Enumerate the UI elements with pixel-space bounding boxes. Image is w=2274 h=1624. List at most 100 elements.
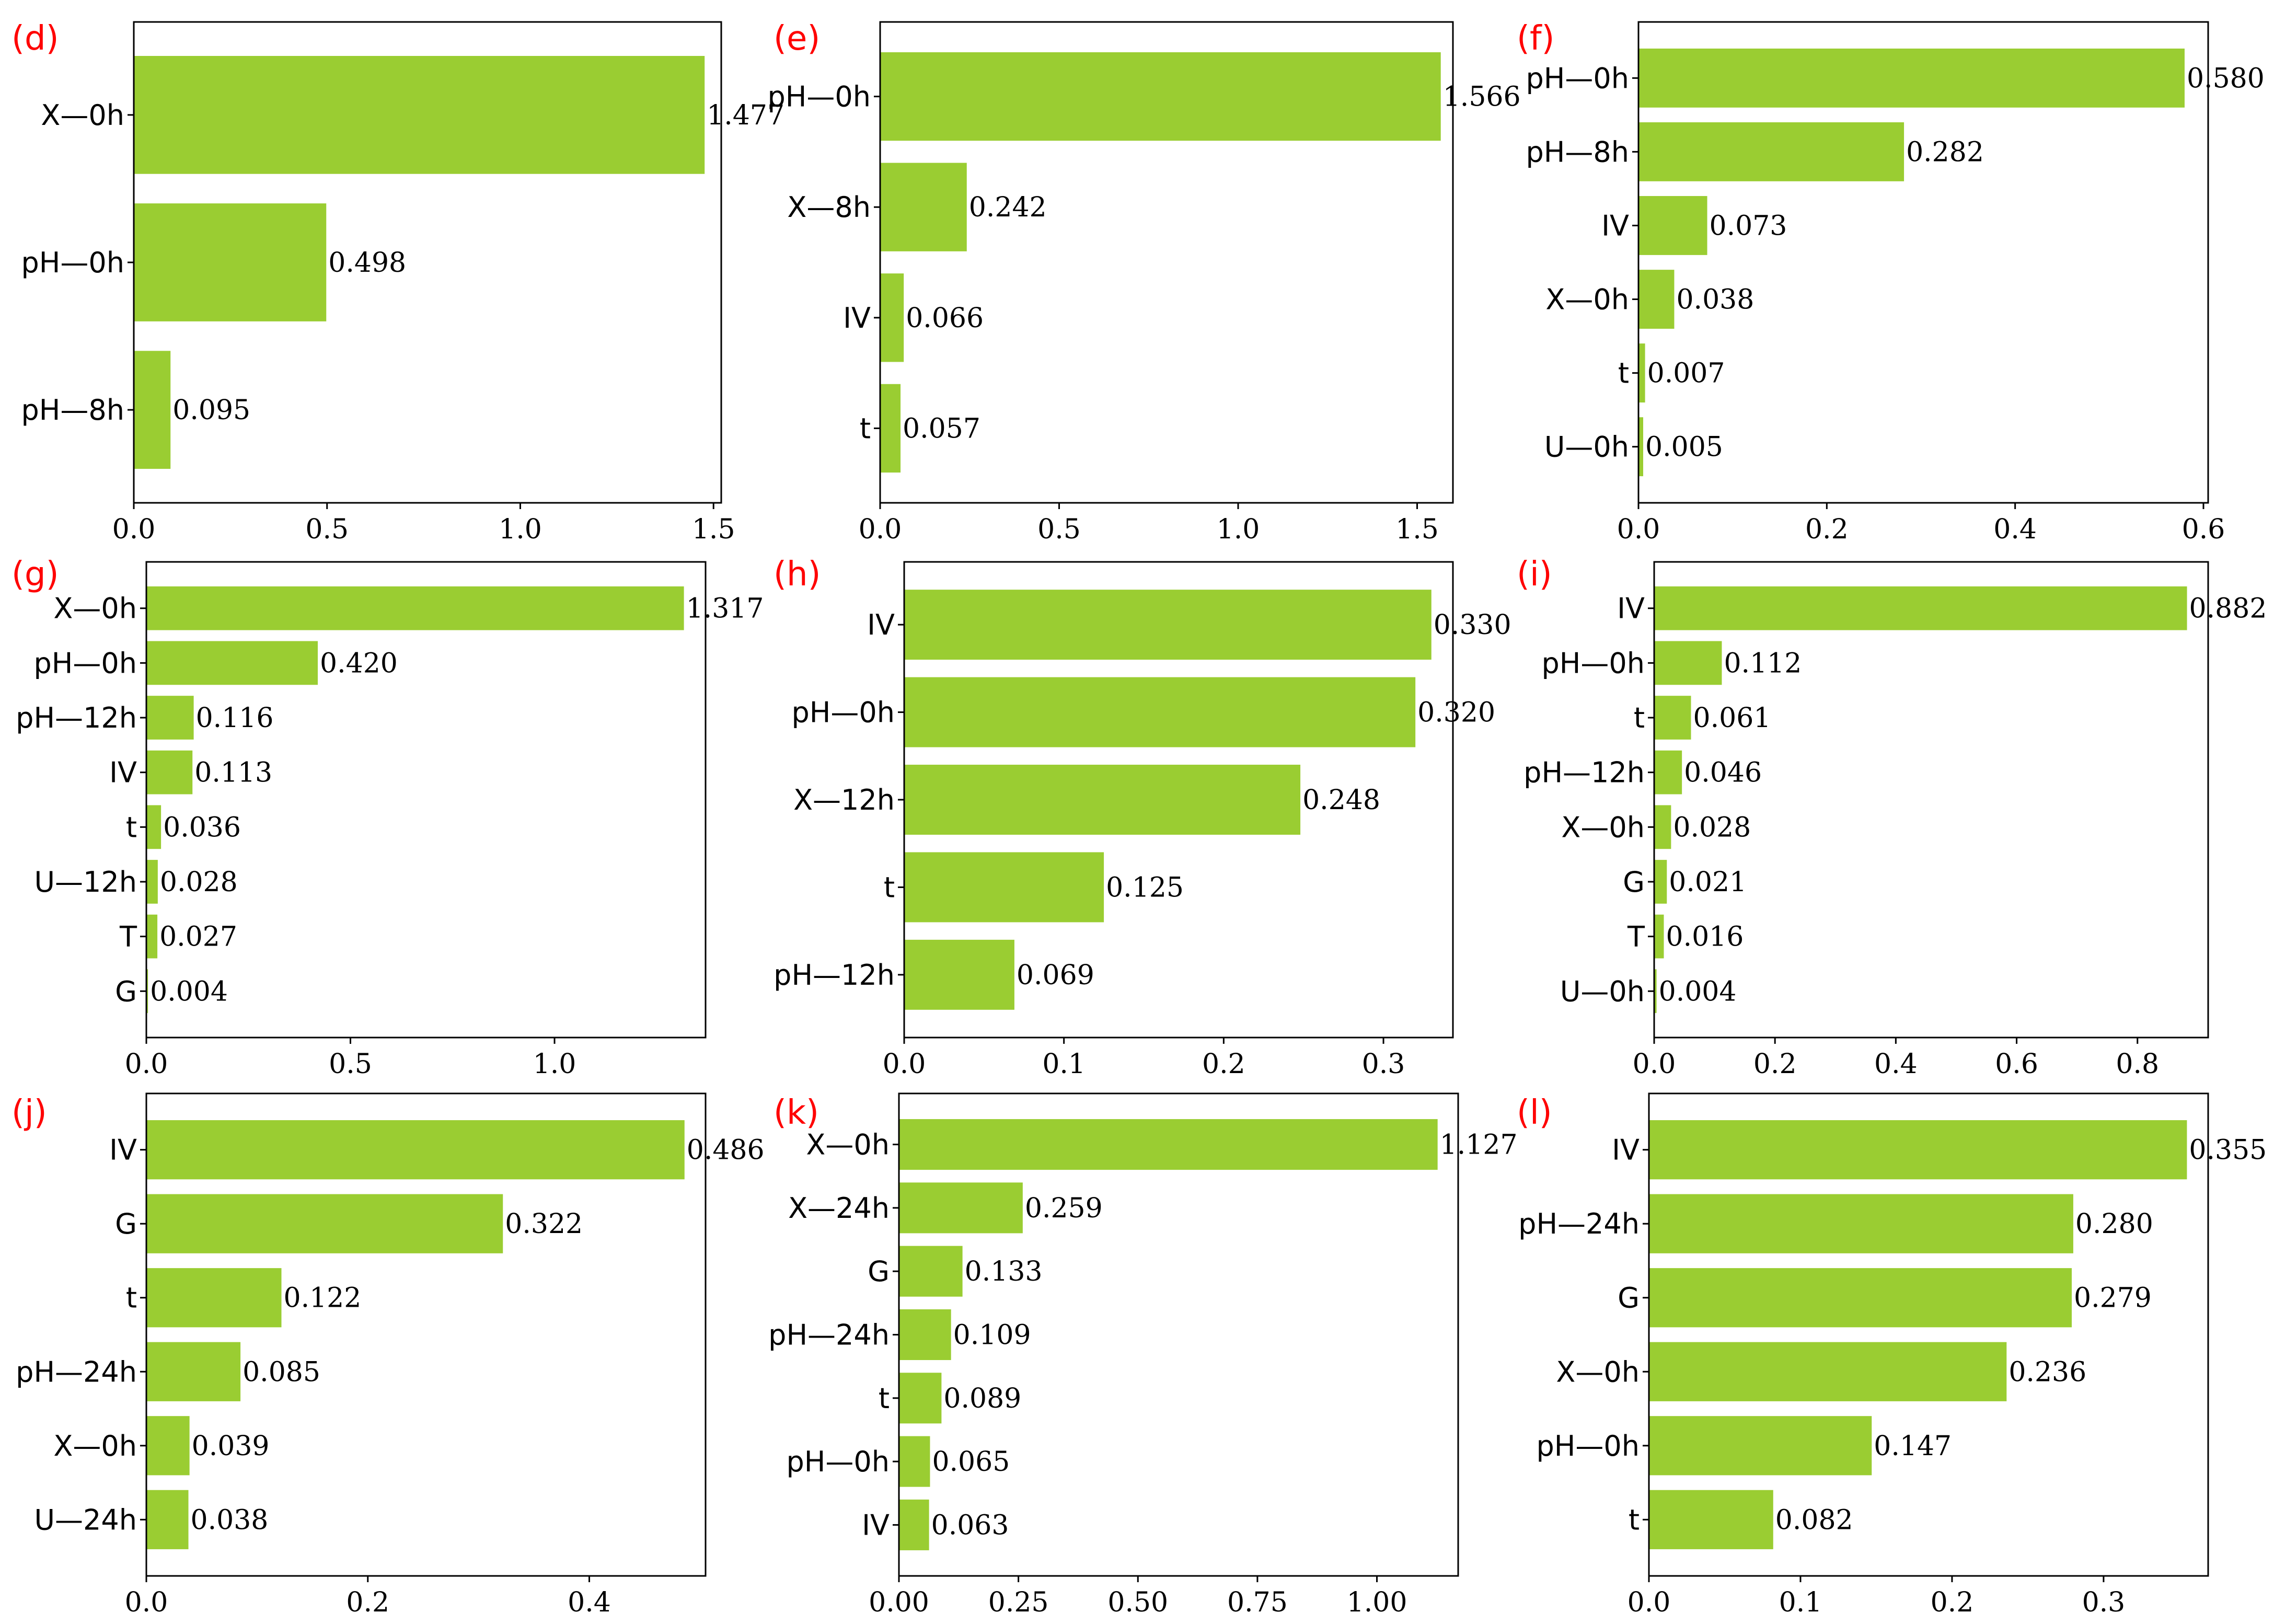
- value-label: 0.882: [2189, 593, 2267, 625]
- x-tick-label: 0.3: [2082, 1587, 2126, 1618]
- value-label: 0.004: [1659, 976, 1737, 1007]
- x-tick-label: 1.0: [499, 514, 542, 545]
- axes-frame: [1637, 21, 2209, 504]
- value-label: 0.038: [191, 1504, 269, 1536]
- x-tick-label: 0.4: [1993, 514, 2037, 545]
- value-label: 0.046: [1684, 757, 1762, 789]
- x-tick-label: 0.2: [1753, 1049, 1797, 1080]
- x-tick-label: 0.3: [1362, 1049, 1405, 1080]
- value-label: 0.028: [1673, 812, 1751, 843]
- category-label: pH—0h: [787, 1445, 890, 1478]
- category-label: X—24h: [788, 1192, 890, 1225]
- value-label: 0.109: [953, 1320, 1031, 1351]
- bar: [899, 1436, 930, 1487]
- category-label: IV: [862, 1508, 890, 1541]
- axes-frame: [1653, 561, 2209, 1039]
- x-tick-label: 0.5: [305, 514, 349, 545]
- value-label: 0.057: [903, 413, 980, 444]
- value-label: 0.486: [687, 1135, 765, 1166]
- value-label: 0.016: [1666, 922, 1744, 953]
- value-label: 0.125: [1106, 872, 1184, 903]
- value-label: 1.566: [1443, 82, 1521, 113]
- panel-i: (i) IV 0.882 pH—0h 0.112 t 0.061 pH—12h 0.046 X—0…: [1517, 555, 2267, 1080]
- value-label: 0.007: [1647, 358, 1725, 389]
- panel-label: (l): [1517, 1093, 1552, 1132]
- x-tick-label: 1.5: [1395, 514, 1439, 545]
- bar: [146, 1120, 685, 1180]
- bar: [1649, 1416, 1872, 1476]
- value-label: 0.112: [1724, 648, 1802, 679]
- category-label: t: [126, 811, 137, 844]
- value-label: 0.089: [943, 1383, 1021, 1414]
- x-tick-label: 0.2: [1202, 1049, 1245, 1080]
- bar: [880, 52, 1441, 141]
- bar: [904, 677, 1416, 747]
- category-label: IV: [843, 302, 871, 335]
- value-label: 0.147: [1874, 1431, 1952, 1462]
- panel-l: (l) IV 0.355 pH—24h 0.280 G 0.279 X—0h 0.236 pH—0…: [1517, 1092, 2267, 1618]
- category-label: pH—0h: [768, 80, 871, 113]
- bar: [1654, 914, 1664, 959]
- bar: [1649, 1120, 2187, 1180]
- category-label: pH—24h: [768, 1319, 890, 1352]
- value-label: 0.498: [328, 247, 406, 279]
- bar: [146, 696, 194, 740]
- value-label: 0.280: [2075, 1208, 2153, 1240]
- category-label: T: [119, 920, 137, 953]
- category-label: pH—24h: [16, 1355, 137, 1388]
- panel-label: (k): [774, 1093, 819, 1132]
- bar: [1654, 696, 1691, 740]
- panel-label: (f): [1517, 19, 1554, 58]
- value-label: 0.005: [1645, 432, 1723, 463]
- x-tick-label: 0.0: [125, 1587, 168, 1618]
- category-label: X—0h: [806, 1128, 890, 1161]
- x-tick-label: 0.8: [2116, 1049, 2159, 1080]
- x-tick-label: 0.0: [1633, 1049, 1676, 1080]
- bar: [1638, 417, 1644, 477]
- category-label: IV: [1612, 1134, 1640, 1167]
- panel-label: (j): [11, 1093, 47, 1132]
- x-tick-label: 1.0: [533, 1049, 576, 1080]
- bar: [146, 586, 684, 630]
- panel-label: (e): [774, 19, 820, 58]
- value-label: 0.065: [932, 1446, 1010, 1478]
- value-label: 0.133: [965, 1256, 1043, 1287]
- value-label: 0.355: [2189, 1135, 2267, 1166]
- category-label: t: [1634, 701, 1645, 734]
- value-label: 0.330: [1434, 609, 1511, 641]
- bar: [1649, 1268, 2072, 1328]
- value-label: 0.580: [2187, 63, 2265, 94]
- bar: [146, 641, 318, 685]
- x-tick-label: 0.0: [1627, 1587, 1671, 1618]
- x-tick-label: 0.00: [869, 1587, 929, 1618]
- bar: [146, 1268, 282, 1328]
- bar: [1638, 122, 1904, 181]
- category-label: X—0h: [41, 99, 124, 132]
- bar: [899, 1182, 1023, 1234]
- bar: [1654, 805, 1671, 849]
- value-label: 0.259: [1025, 1193, 1103, 1224]
- category-label: G: [1618, 1282, 1640, 1315]
- panel-f: (f) pH—0h 0.580 pH—8h 0.282 IV 0.073 X—0h 0.038 t…: [1517, 19, 2265, 545]
- category-label: U—12h: [34, 866, 137, 899]
- category-label: pH—0h: [1537, 1430, 1640, 1462]
- x-tick-label: 0.0: [883, 1049, 926, 1080]
- category-label: X—0h: [1556, 1355, 1640, 1388]
- panel-j: (j) IV 0.486 G 0.322 t 0.122 pH—24h 0.085 X—0h 0.0…: [11, 1092, 765, 1618]
- bar: [899, 1373, 942, 1424]
- panel-label: (d): [11, 19, 59, 58]
- bar: [146, 969, 148, 1013]
- value-label: 1.477: [707, 100, 784, 131]
- value-label: 0.073: [1710, 210, 1787, 241]
- value-label: 0.113: [194, 757, 272, 789]
- bar: [146, 1416, 190, 1476]
- value-label: 0.322: [505, 1208, 583, 1240]
- value-label: 0.122: [283, 1283, 361, 1314]
- x-tick-label: 0.2: [1931, 1587, 1974, 1618]
- panel-k: (k)X—0h 1.127 X—24h 0.259 G 0.133 pH—24h 0.109 t…: [768, 1092, 1518, 1618]
- bar: [1638, 48, 2185, 108]
- category-label: pH—12h: [774, 959, 895, 992]
- category-label: X—12h: [793, 784, 895, 816]
- bar: [1654, 641, 1722, 685]
- axes-frame: [1648, 1092, 2209, 1577]
